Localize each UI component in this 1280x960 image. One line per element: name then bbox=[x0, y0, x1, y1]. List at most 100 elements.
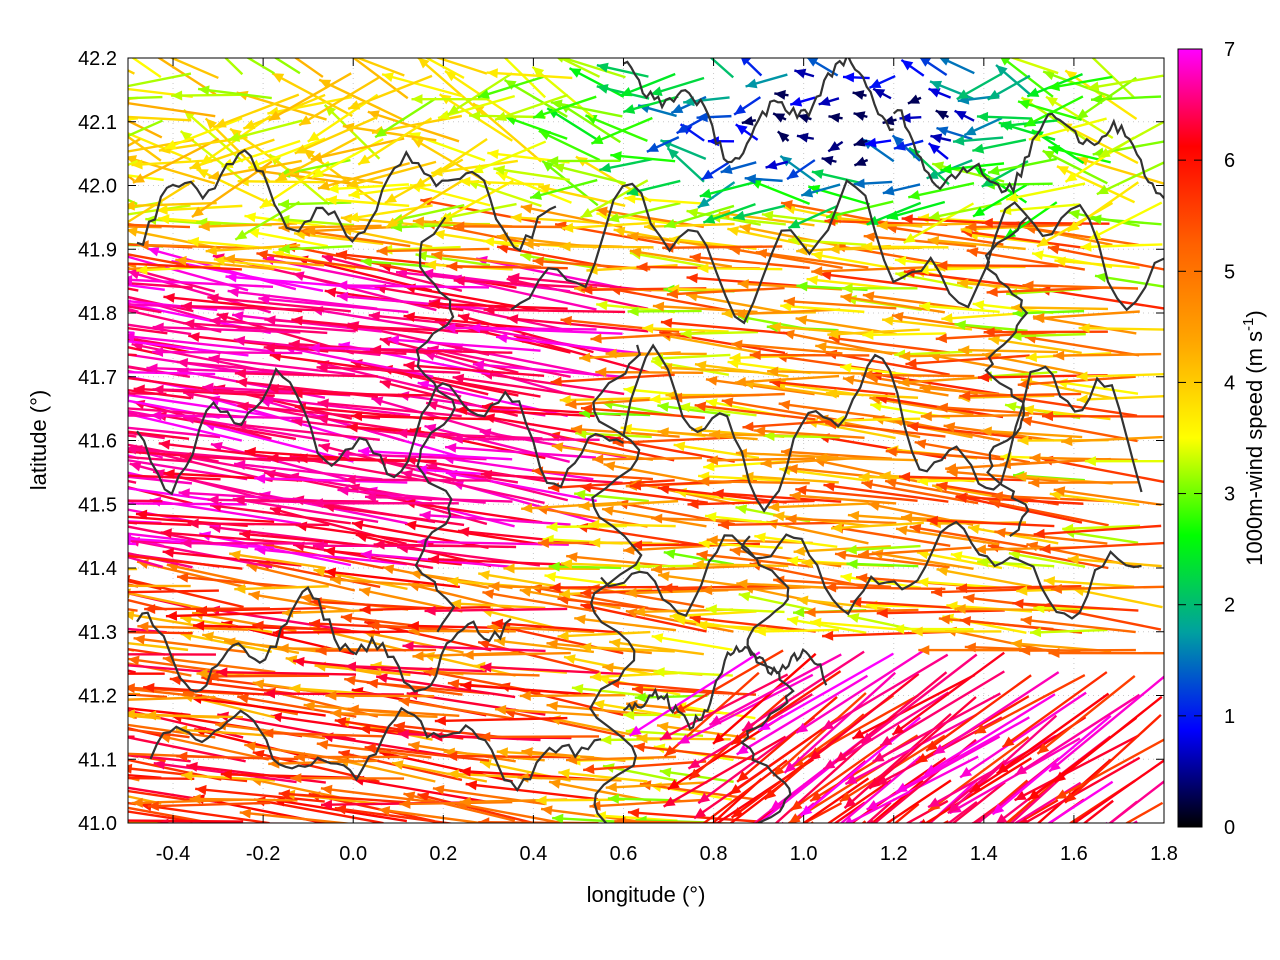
wind-arrow-shaft bbox=[885, 779, 952, 823]
wind-arrow-shaft bbox=[721, 399, 837, 421]
wind-arrow-head bbox=[263, 342, 275, 353]
wind-arrow-head bbox=[996, 763, 1009, 774]
wind-arrow-head bbox=[1055, 789, 1068, 799]
wind-arrow-shaft bbox=[661, 584, 787, 590]
wind-arrow bbox=[494, 704, 599, 717]
wind-arrow-shaft bbox=[364, 495, 513, 503]
wind-arrow-head bbox=[55, 697, 66, 707]
wind-arrow-head bbox=[1054, 771, 1067, 783]
y-tick-label: 41.9 bbox=[78, 239, 117, 261]
wind-arrow-head bbox=[809, 749, 821, 761]
wind-arrow-shaft bbox=[705, 607, 785, 614]
wind-arrow-head bbox=[491, 618, 504, 629]
wind-arrow bbox=[596, 62, 649, 78]
wind-arrow-head bbox=[868, 501, 880, 511]
wind-arrow bbox=[1072, 759, 1164, 823]
wind-arrow bbox=[833, 801, 866, 823]
wind-arrow-shaft bbox=[254, 477, 408, 484]
wind-arrow-head bbox=[239, 529, 251, 540]
wind-arrow bbox=[128, 693, 168, 699]
wind-arrow-head bbox=[451, 433, 463, 444]
wind-arrow-shaft bbox=[999, 203, 1081, 213]
wind-arrow-head bbox=[180, 451, 192, 462]
wind-arrow-shaft bbox=[956, 494, 1083, 524]
wind-arrow-head bbox=[857, 549, 870, 560]
wind-arrow-head bbox=[128, 709, 135, 720]
wind-arrow-shaft bbox=[434, 716, 568, 723]
wind-arrow-shaft bbox=[931, 587, 1055, 594]
wind-arrow-head bbox=[493, 165, 506, 176]
wind-arrow-shaft bbox=[385, 179, 464, 229]
wind-arrow-head bbox=[960, 767, 973, 778]
wind-arrow-head bbox=[737, 770, 749, 782]
wind-arrow bbox=[996, 692, 1110, 775]
wind-arrow-head bbox=[128, 655, 140, 666]
wind-arrow-head bbox=[755, 248, 768, 259]
wind-arrow-shaft bbox=[189, 797, 298, 802]
wind-arrow bbox=[403, 312, 542, 331]
wind-arrow-shaft bbox=[1053, 488, 1162, 506]
wind-arrow-shaft bbox=[832, 525, 951, 547]
wind-arrow-head bbox=[537, 537, 549, 548]
wind-arrow bbox=[935, 109, 949, 121]
wind-arrow bbox=[480, 662, 622, 676]
x-tick-label: 0.4 bbox=[519, 843, 547, 865]
wind-arrow-head bbox=[447, 678, 460, 689]
wind-arrow-shaft bbox=[317, 401, 462, 418]
wind-arrow-head bbox=[1078, 44, 1089, 55]
wind-arrow-head bbox=[128, 226, 138, 237]
wind-arrow-head bbox=[729, 352, 741, 363]
x-tick-label: -0.2 bbox=[246, 843, 280, 865]
wind-arrow-head bbox=[278, 199, 290, 210]
wind-arrow-head bbox=[87, 209, 99, 219]
wind-arrow bbox=[872, 692, 1001, 763]
wind-arrow-shaft bbox=[128, 119, 163, 139]
wind-arrow-shaft bbox=[698, 474, 784, 482]
wind-arrow-shaft bbox=[315, 648, 437, 652]
wind-arrow-head bbox=[390, 222, 403, 233]
wind-arrow-shaft bbox=[1022, 756, 1141, 823]
wind-arrow-head bbox=[911, 626, 923, 637]
y-tick-label: 41.3 bbox=[78, 622, 117, 644]
wind-arrow-shaft bbox=[609, 287, 732, 313]
colorbar-tick-label: 2 bbox=[1224, 595, 1235, 617]
wind-arrow-head bbox=[907, 94, 920, 104]
terrain-contour bbox=[892, 108, 1164, 199]
wind-arrow-shaft bbox=[532, 95, 597, 119]
wind-arrow-head bbox=[720, 164, 733, 175]
wind-arrow-shaft bbox=[391, 761, 488, 783]
wind-arrow-head bbox=[580, 404, 593, 415]
wind-arrow-head bbox=[144, 604, 156, 615]
wind-arrow-head bbox=[919, 58, 931, 67]
wind-arrow-head bbox=[444, 322, 456, 333]
wind-arrow-shaft bbox=[731, 342, 843, 355]
wind-arrow bbox=[180, 451, 323, 463]
wind-arrow bbox=[157, 818, 298, 823]
wind-arrow-head bbox=[901, 59, 914, 71]
wind-arrow-head bbox=[311, 167, 324, 178]
wind-arrow-head bbox=[550, 376, 562, 387]
wind-arrow-head bbox=[731, 902, 743, 913]
wind-arrow bbox=[1108, 780, 1164, 823]
wind-arrow-shaft bbox=[996, 692, 1110, 775]
wind-arrow-head bbox=[895, 908, 907, 919]
wind-arrow-head bbox=[734, 308, 746, 319]
wind-arrow-shaft bbox=[923, 693, 1056, 776]
wind-arrow-shaft bbox=[614, 820, 733, 823]
wind-arrow bbox=[717, 519, 841, 530]
wind-arrow-shaft bbox=[155, 413, 297, 441]
wind-arrow-head bbox=[928, 797, 941, 808]
wind-arrow-shaft bbox=[205, 244, 301, 253]
wind-arrow-shaft bbox=[128, 225, 162, 229]
wind-arrow-head bbox=[334, 804, 347, 815]
wind-arrow-shaft bbox=[663, 735, 787, 808]
wind-arrow-shaft bbox=[327, 183, 409, 191]
wind-arrow-head bbox=[229, 550, 241, 561]
wind-arrow bbox=[176, 572, 298, 589]
wind-arrow-shaft bbox=[806, 277, 892, 290]
wind-arrow bbox=[841, 283, 918, 294]
wind-arrow bbox=[259, 160, 330, 209]
wind-arrow-head bbox=[869, 78, 882, 88]
wind-arrow bbox=[738, 591, 815, 612]
wind-arrow-head bbox=[186, 761, 198, 772]
